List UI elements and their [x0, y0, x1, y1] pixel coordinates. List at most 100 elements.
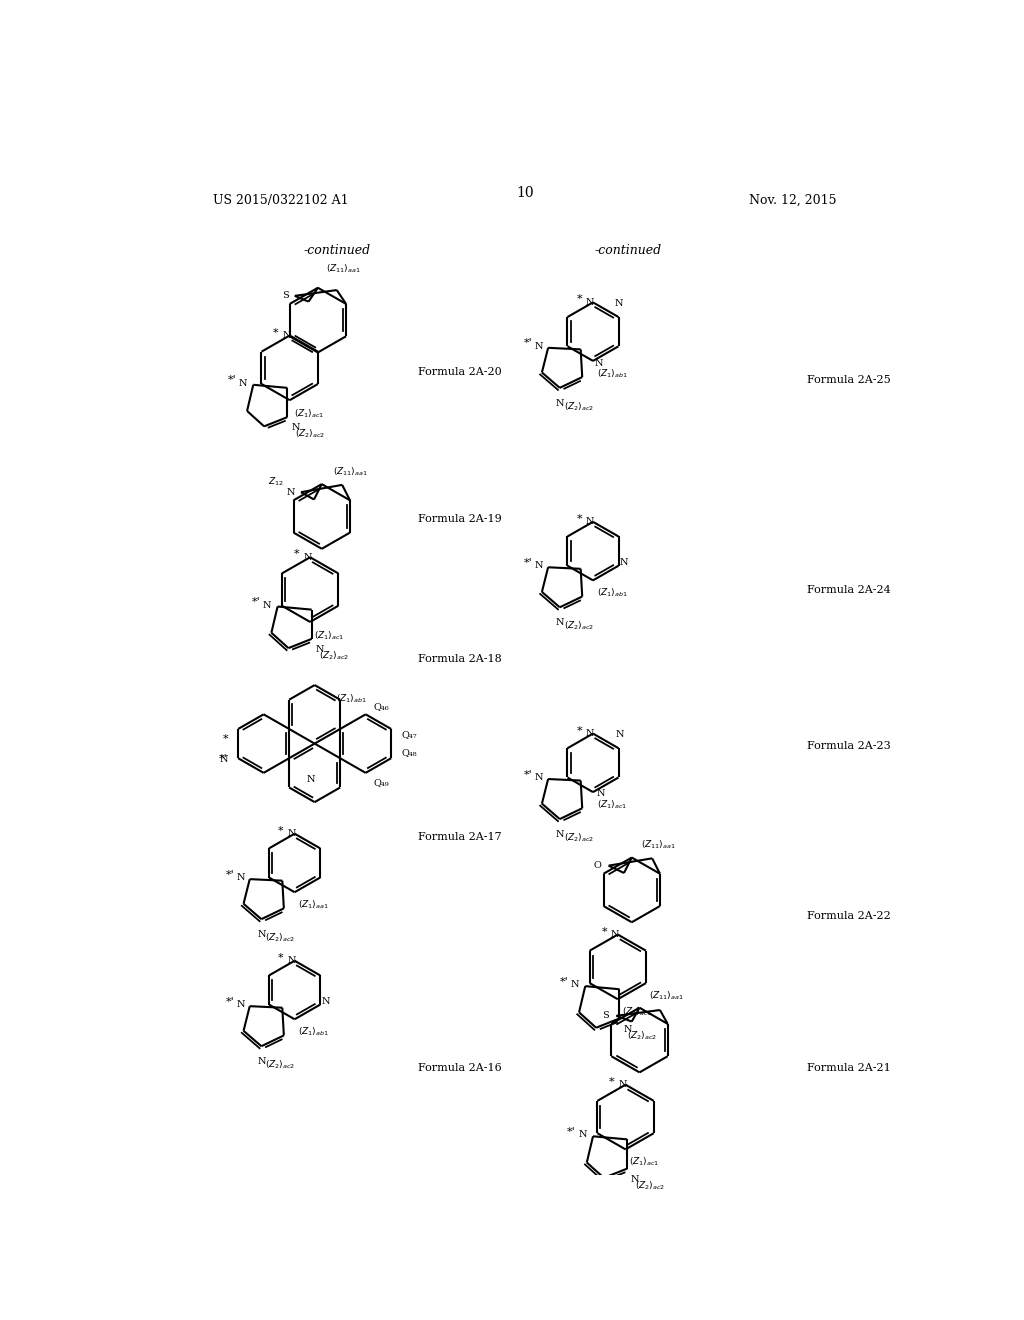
Text: $(Z_1)_{aa1}$: $(Z_1)_{aa1}$ [299, 899, 330, 911]
Text: $(Z_1)_{ab1}$: $(Z_1)_{ab1}$ [299, 1026, 330, 1038]
Text: Q₄₆: Q₄₆ [374, 702, 389, 711]
Text: Formula 2A-17: Formula 2A-17 [418, 833, 502, 842]
Text: *': *' [524, 557, 532, 568]
Text: Formula 2A-23: Formula 2A-23 [807, 741, 890, 751]
Text: $(Z_1)_{ab1}$: $(Z_1)_{ab1}$ [597, 367, 628, 380]
Text: $(Z_2)_{ac2}$: $(Z_2)_{ac2}$ [635, 1180, 666, 1192]
Text: N: N [614, 298, 623, 308]
Text: N: N [586, 517, 595, 527]
Text: N: N [315, 645, 324, 653]
Text: *': *' [225, 870, 234, 879]
Text: O: O [593, 861, 601, 870]
Text: *: * [601, 927, 607, 936]
Text: *': *' [524, 338, 532, 348]
Text: N: N [535, 342, 544, 351]
Text: Formula 2A-18: Formula 2A-18 [418, 655, 502, 664]
Text: Formula 2A-19: Formula 2A-19 [418, 515, 502, 524]
Text: $(Z_1)_{ac1}$: $(Z_1)_{ac1}$ [597, 799, 628, 810]
Text: $(Z_{11})_{aa1}$: $(Z_{11})_{aa1}$ [334, 466, 369, 478]
Text: *': *' [559, 977, 568, 986]
Text: N: N [283, 331, 291, 341]
Text: $(Z_{11})_{aa1}$: $(Z_{11})_{aa1}$ [649, 989, 684, 1002]
Text: $(Z_2)_{ac2}$: $(Z_2)_{ac2}$ [563, 400, 594, 413]
Text: Q₄₉: Q₄₉ [374, 777, 389, 787]
Text: *: * [294, 549, 299, 560]
Text: $(Z_2)_{ac2}$: $(Z_2)_{ac2}$ [265, 1059, 296, 1071]
Text: N: N [263, 601, 271, 610]
Text: N: N [257, 1057, 266, 1067]
Text: *': *' [524, 770, 532, 779]
Text: N: N [556, 618, 564, 627]
Text: $(Z_2)_{ac2}$: $(Z_2)_{ac2}$ [627, 1030, 657, 1041]
Text: N: N [586, 298, 595, 306]
Text: Formula 2A-20: Formula 2A-20 [418, 367, 502, 376]
Text: S: S [282, 292, 289, 301]
Text: N: N [595, 359, 603, 368]
Text: $(Z_1)_{ab1}$: $(Z_1)_{ab1}$ [597, 586, 628, 599]
Text: $(Z_2)_{ac2}$: $(Z_2)_{ac2}$ [319, 649, 349, 663]
Text: N: N [631, 1175, 639, 1184]
Text: N: N [237, 1001, 245, 1008]
Text: N: N [556, 399, 564, 408]
Text: N: N [291, 424, 300, 432]
Text: N: N [257, 929, 266, 939]
Text: Formula 2A-21: Formula 2A-21 [807, 1063, 890, 1073]
Text: N: N [288, 956, 296, 965]
Text: *: * [222, 734, 228, 744]
Text: -continued: -continued [594, 244, 662, 257]
Text: $(Z_2)_{ac2}$: $(Z_2)_{ac2}$ [563, 619, 594, 632]
Text: N: N [621, 558, 629, 568]
Text: $(Z_1)_{ac1}$: $(Z_1)_{ac1}$ [630, 1155, 659, 1168]
Text: N: N [596, 789, 604, 799]
Text: N: N [579, 1130, 587, 1139]
Text: *: * [577, 294, 583, 305]
Text: N: N [570, 981, 579, 989]
Text: $(Z_1)_{ab1}$: $(Z_1)_{ab1}$ [336, 693, 368, 705]
Text: *': *' [567, 1127, 575, 1137]
Text: -continued: -continued [304, 244, 371, 257]
Text: N: N [618, 1080, 627, 1089]
Text: Formula 2A-25: Formula 2A-25 [807, 375, 890, 385]
Text: N: N [624, 1024, 632, 1034]
Text: Q₄₈: Q₄₈ [401, 748, 417, 758]
Text: N: N [237, 873, 245, 882]
Text: S: S [602, 1011, 608, 1020]
Text: N: N [303, 553, 311, 562]
Text: N: N [322, 997, 330, 1006]
Text: $(Z_{11})_{aa1}$: $(Z_{11})_{aa1}$ [641, 840, 676, 851]
Text: *: * [609, 1077, 614, 1086]
Text: $(Z_2)_{ac2}$: $(Z_2)_{ac2}$ [265, 932, 296, 944]
Text: $(Z_1)_{ac1}$: $(Z_1)_{ac1}$ [622, 1006, 652, 1018]
Text: Formula 2A-22: Formula 2A-22 [807, 911, 890, 920]
Text: *': *' [227, 375, 237, 385]
Text: $(Z_1)_{ac1}$: $(Z_1)_{ac1}$ [314, 630, 344, 642]
Text: N: N [306, 775, 315, 784]
Text: N: N [287, 487, 295, 496]
Text: Q₄₇: Q₄₇ [401, 730, 417, 739]
Text: Formula 2A-24: Formula 2A-24 [807, 585, 890, 595]
Text: $(Z_2)_{ac2}$: $(Z_2)_{ac2}$ [295, 428, 326, 441]
Text: *: * [273, 327, 279, 338]
Text: N: N [535, 561, 544, 570]
Text: N: N [219, 755, 228, 763]
Text: *': *' [219, 754, 228, 764]
Text: 10: 10 [516, 186, 534, 201]
Text: *': *' [252, 597, 260, 607]
Text: *: * [577, 726, 583, 735]
Text: N: N [556, 830, 564, 838]
Text: Nov. 12, 2015: Nov. 12, 2015 [749, 194, 837, 207]
Text: N: N [615, 730, 625, 739]
Text: $(Z_{11})_{aa1}$: $(Z_{11})_{aa1}$ [326, 263, 360, 276]
Text: N: N [586, 729, 595, 738]
Text: *': *' [225, 997, 234, 1007]
Text: Formula 2A-16: Formula 2A-16 [418, 1063, 502, 1073]
Text: $(Z_1)_{ac1}$: $(Z_1)_{ac1}$ [294, 408, 324, 420]
Text: US 2015/0322102 A1: US 2015/0322102 A1 [213, 194, 349, 207]
Text: $(Z_2)_{ac2}$: $(Z_2)_{ac2}$ [563, 832, 594, 843]
Text: N: N [239, 379, 247, 388]
Text: N: N [611, 931, 620, 939]
Text: *: * [577, 513, 583, 524]
Text: *: * [279, 825, 284, 836]
Text: $Z_{12}$: $Z_{12}$ [268, 475, 284, 487]
Text: N: N [535, 774, 544, 781]
